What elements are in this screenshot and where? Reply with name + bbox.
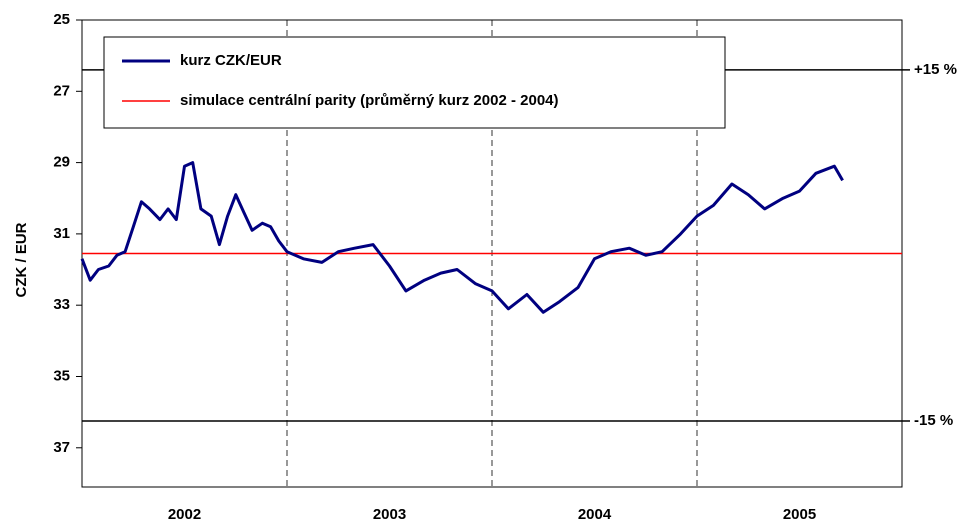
legend-label: kurz CZK/EUR bbox=[180, 52, 282, 69]
legend bbox=[103, 36, 726, 129]
y-axis-label: CZK / EUR bbox=[13, 222, 30, 297]
reference-label: -15 % bbox=[914, 412, 953, 429]
y-tick-label: 27 bbox=[53, 82, 70, 99]
x-tick-label: 2003 bbox=[373, 506, 406, 523]
y-tick-label: 29 bbox=[53, 154, 70, 171]
reference-label: +15 % bbox=[914, 61, 957, 78]
y-tick-label: 25 bbox=[53, 11, 70, 28]
y-tick-label: 33 bbox=[53, 296, 70, 313]
legend-label: simulace centrální parity (průměrný kurz… bbox=[180, 92, 559, 109]
x-tick-label: 2005 bbox=[783, 506, 816, 523]
x-tick-label: 2002 bbox=[168, 506, 201, 523]
y-tick-label: 37 bbox=[53, 439, 70, 456]
y-tick-label: 31 bbox=[53, 225, 70, 242]
x-tick-label: 2004 bbox=[578, 506, 612, 523]
series-line bbox=[80, 161, 844, 314]
y-tick-label: 35 bbox=[53, 367, 70, 384]
